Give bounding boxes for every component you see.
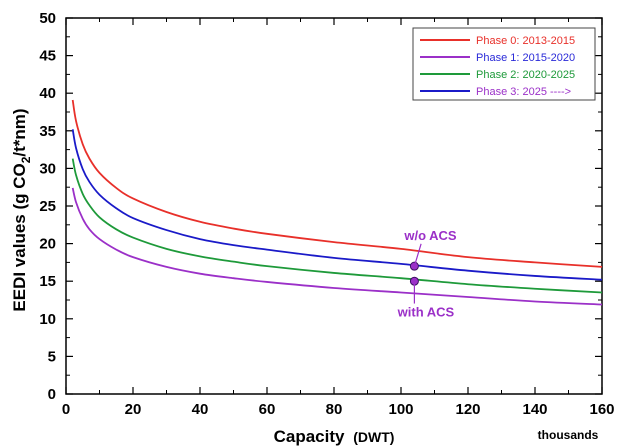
y-axis-title-subscript: 2 <box>19 156 33 163</box>
annotation-with-acs: with ACS <box>397 305 455 320</box>
y-axis-title: EEDI values (g CO2/t*nm) <box>10 108 33 311</box>
series-line-phase-0 <box>71 99 603 268</box>
x-tick-label: 20 <box>125 401 142 418</box>
x-tick-label: 80 <box>326 401 343 418</box>
y-tick-label: 50 <box>39 10 56 27</box>
x-tick-label: 60 <box>259 401 276 418</box>
y-tick-label: 35 <box>39 123 56 140</box>
annotation-without-acs: w/o ACS <box>403 228 457 243</box>
x-tick-label: 0 <box>62 401 70 418</box>
x-axis-title-unit: (DWT) <box>353 429 394 445</box>
y-tick-label: 40 <box>39 85 56 102</box>
legend: Phase 0: 2013-2015 Phase 1: 2015-2020 Phas… <box>412 27 596 101</box>
y-tick-label: 45 <box>39 48 56 65</box>
legend-label-phase-3: Phase 3: 2025 ----> <box>476 86 571 98</box>
x-axis-title: Capacity (DWT) <box>274 427 395 446</box>
x-tick-label: 40 <box>192 401 209 418</box>
y-tick-label: 20 <box>39 236 56 253</box>
y-axis-title-main: EEDI values (g CO <box>10 163 29 311</box>
series-line-phase-1 <box>71 187 603 306</box>
x-tick-label: 100 <box>388 401 413 418</box>
y-tick-label: 10 <box>39 311 56 328</box>
y-tick-label: 0 <box>48 386 56 403</box>
x-unit-note: thousands <box>538 428 599 442</box>
x-tick-label: 160 <box>589 401 614 418</box>
y-tick-label: 5 <box>48 348 56 365</box>
y-tick-label: 25 <box>39 198 56 215</box>
annotation-leader <box>413 243 422 267</box>
legend-label-phase-1: Phase 1: 2015-2020 <box>476 52 575 64</box>
y-axis-title-unit: /t*nm) <box>10 108 29 156</box>
y-tick-label: 30 <box>39 160 56 177</box>
series-line-phase-3 <box>71 129 603 281</box>
y-tick-label: 15 <box>39 273 56 290</box>
x-tick-label: 140 <box>522 401 547 418</box>
series-line-phase-2 <box>71 158 603 294</box>
legend-label-phase-0: Phase 0: 2013-2015 <box>476 35 575 47</box>
x-axis-title-main: Capacity <box>274 427 345 446</box>
legend-label-phase-2: Phase 2: 2020-2025 <box>476 69 575 81</box>
x-tick-label: 120 <box>455 401 480 418</box>
